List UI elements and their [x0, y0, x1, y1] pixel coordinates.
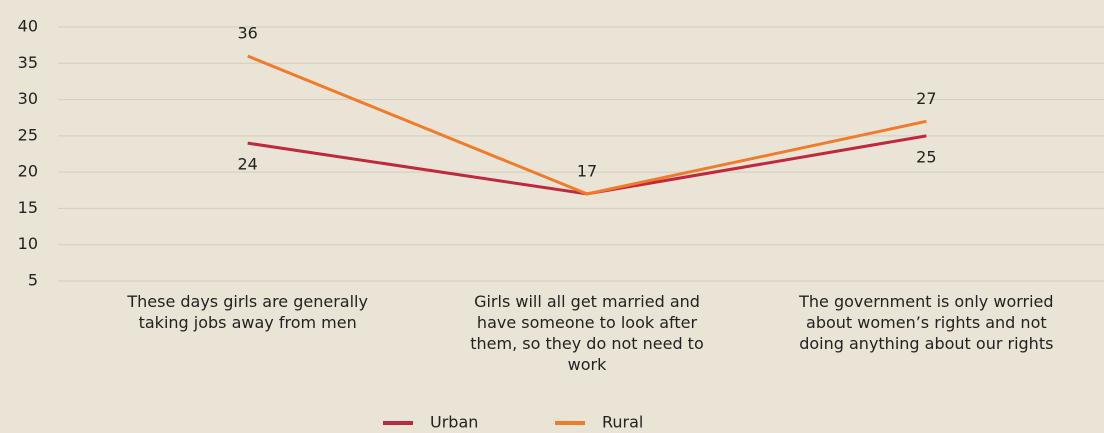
y-tick-label: 25	[18, 125, 38, 144]
x-tick-label: The government is only worried about wom…	[799, 292, 1054, 353]
data-label: 25	[916, 147, 936, 166]
y-tick-label: 10	[18, 234, 38, 253]
x-tick-label: Girls will all get married and have some…	[470, 292, 704, 374]
series-line	[247, 54, 927, 196]
y-tick-label: 30	[18, 89, 38, 108]
data-label: 17	[577, 161, 597, 180]
data-label: 36	[237, 24, 257, 43]
y-tick-label: 40	[18, 17, 38, 36]
data-label: 27	[916, 89, 936, 108]
y-tick-label: 20	[18, 162, 38, 181]
y-tick-label: 35	[18, 53, 38, 72]
legend-label: Rural	[602, 413, 643, 432]
x-tick-label: These days girls are generally taking jo…	[127, 292, 368, 332]
y-tick-label: 15	[18, 198, 38, 217]
legend-label: Urban	[430, 413, 478, 432]
data-label: 24	[237, 155, 257, 174]
y-tick-label: 5	[28, 271, 38, 290]
